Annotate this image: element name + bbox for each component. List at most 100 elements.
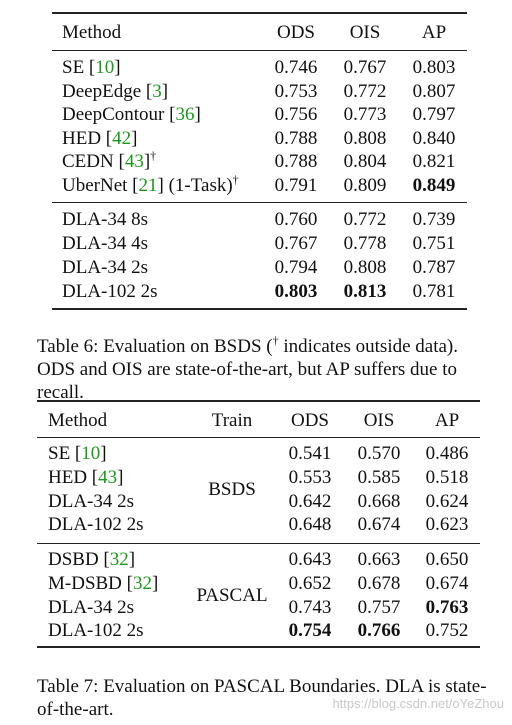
citation: 42 <box>112 127 132 149</box>
score-cell: 0.743 <box>288 597 332 618</box>
score-cell: 0.773 <box>343 104 387 125</box>
method-cell: DeepEdge [3] <box>62 81 168 103</box>
score-cell: 0.486 <box>425 443 469 464</box>
score-cell: 0.624 <box>425 491 469 512</box>
table-caption: Table 7: Evaluation on PASCAL Boundaries… <box>37 675 487 721</box>
text: ] <box>128 549 136 570</box>
text: HED [ <box>62 127 113 149</box>
method-cell: DLA-34 2s <box>48 597 134 619</box>
text: DLA-34 2s <box>48 491 135 512</box>
column-header: ODS <box>290 410 329 431</box>
score-cell: 0.754 <box>288 620 332 641</box>
score-cell: 0.553 <box>288 467 332 488</box>
score-cell: 0.650 <box>425 549 469 570</box>
method-cell: DSBD [32] <box>48 549 135 571</box>
text: DLA-34 2s <box>48 597 135 618</box>
text: DSBD [ <box>48 549 110 570</box>
score-cell: 0.788 <box>274 127 318 149</box>
method-cell: HED [42] <box>62 128 137 150</box>
score-cell: 0.787 <box>412 257 456 278</box>
method-cell: DLA-34 2s <box>48 491 134 513</box>
method-cell: DLA-34 8s <box>62 209 148 231</box>
table-rule <box>52 202 467 203</box>
citation: 10 <box>81 443 101 464</box>
table-rule <box>52 308 467 310</box>
citation: 32 <box>109 549 129 570</box>
method-cell: DLA-102 2s <box>48 620 144 642</box>
score-cell: 0.757 <box>357 597 401 618</box>
score-cell: 0.518 <box>425 467 469 488</box>
score-cell: 0.803 <box>274 281 318 302</box>
superscript: † <box>150 148 157 163</box>
text: ] <box>143 151 151 172</box>
method-cell: CEDN [43]† <box>62 148 157 173</box>
citation: 3 <box>152 80 162 102</box>
text: UberNet [ <box>62 174 139 196</box>
table-rule <box>37 543 480 544</box>
text: Table 7: Evaluation on PASCAL Boundaries… <box>37 676 487 720</box>
method-cell: M-DSBD [32] <box>48 573 158 595</box>
text: SE [ <box>62 57 96 78</box>
score-cell: 0.570 <box>357 443 401 464</box>
train-label: BSDS <box>208 478 256 500</box>
text: DLA-102 2s <box>62 281 158 302</box>
score-cell: 0.778 <box>343 233 387 254</box>
score-cell: 0.678 <box>357 573 401 594</box>
citation: 43 <box>98 467 118 488</box>
column-header: Train <box>211 410 253 431</box>
table-rule <box>37 437 480 438</box>
text: DeepContour [ <box>62 104 176 125</box>
text: ] (1-Task) <box>157 174 233 196</box>
text: ] <box>114 57 121 78</box>
train-label: PASCAL <box>196 584 268 606</box>
score-cell: 0.643 <box>288 549 332 570</box>
score-cell: 0.756 <box>274 104 318 125</box>
citation: 10 <box>95 57 115 78</box>
method-cell: DLA-102 2s <box>48 514 144 536</box>
score-cell: 0.813 <box>343 281 387 302</box>
column-header: AP <box>421 22 447 43</box>
score-cell: 0.668 <box>357 491 401 512</box>
text: ] <box>117 467 124 488</box>
text: ] <box>151 573 159 594</box>
score-cell: 0.746 <box>274 57 318 78</box>
score-cell: 0.541 <box>288 443 332 464</box>
method-cell: SE [10] <box>48 443 107 465</box>
score-cell: 0.797 <box>412 104 456 125</box>
score-cell: 0.794 <box>274 257 318 278</box>
score-cell: 0.791 <box>274 174 318 196</box>
column-header: AP <box>434 410 460 431</box>
text: SE [ <box>48 443 82 464</box>
text: CEDN [ <box>62 151 125 172</box>
score-cell: 0.772 <box>343 80 387 102</box>
score-cell: 0.767 <box>343 57 387 78</box>
table-rule <box>37 400 480 402</box>
method-cell: DeepContour [36] <box>62 104 201 126</box>
score-cell: 0.821 <box>412 151 456 172</box>
text: M-DSBD [ <box>48 573 133 594</box>
method-cell: UberNet [21] (1-Task)† <box>62 173 239 197</box>
text: DLA-102 2s <box>48 514 144 535</box>
score-cell: 0.674 <box>357 514 401 535</box>
score-cell: 0.585 <box>357 467 401 488</box>
text: ] <box>131 127 138 149</box>
citation: 32 <box>132 573 152 594</box>
column-header: Method <box>62 22 122 43</box>
score-cell: 0.808 <box>343 257 387 278</box>
table-caption: Table 6: Evaluation on BSDS († indicates… <box>37 335 480 404</box>
text: indicates outside data). ODS and OIS are… <box>37 336 459 403</box>
text: DLA-34 2s <box>62 257 149 278</box>
citation: 43 <box>124 151 144 172</box>
text: DLA-34 4s <box>62 233 149 254</box>
method-cell: SE [10] <box>62 57 121 79</box>
method-cell: DLA-102 2s <box>62 281 158 303</box>
score-cell: 0.652 <box>288 573 332 594</box>
method-cell: HED [43] <box>48 467 123 489</box>
score-cell: 0.766 <box>357 620 401 641</box>
score-cell: 0.804 <box>343 151 387 172</box>
score-cell: 0.781 <box>412 281 456 302</box>
citation: 36 <box>175 104 195 125</box>
score-cell: 0.840 <box>412 127 456 149</box>
text: DeepEdge [ <box>62 80 153 102</box>
